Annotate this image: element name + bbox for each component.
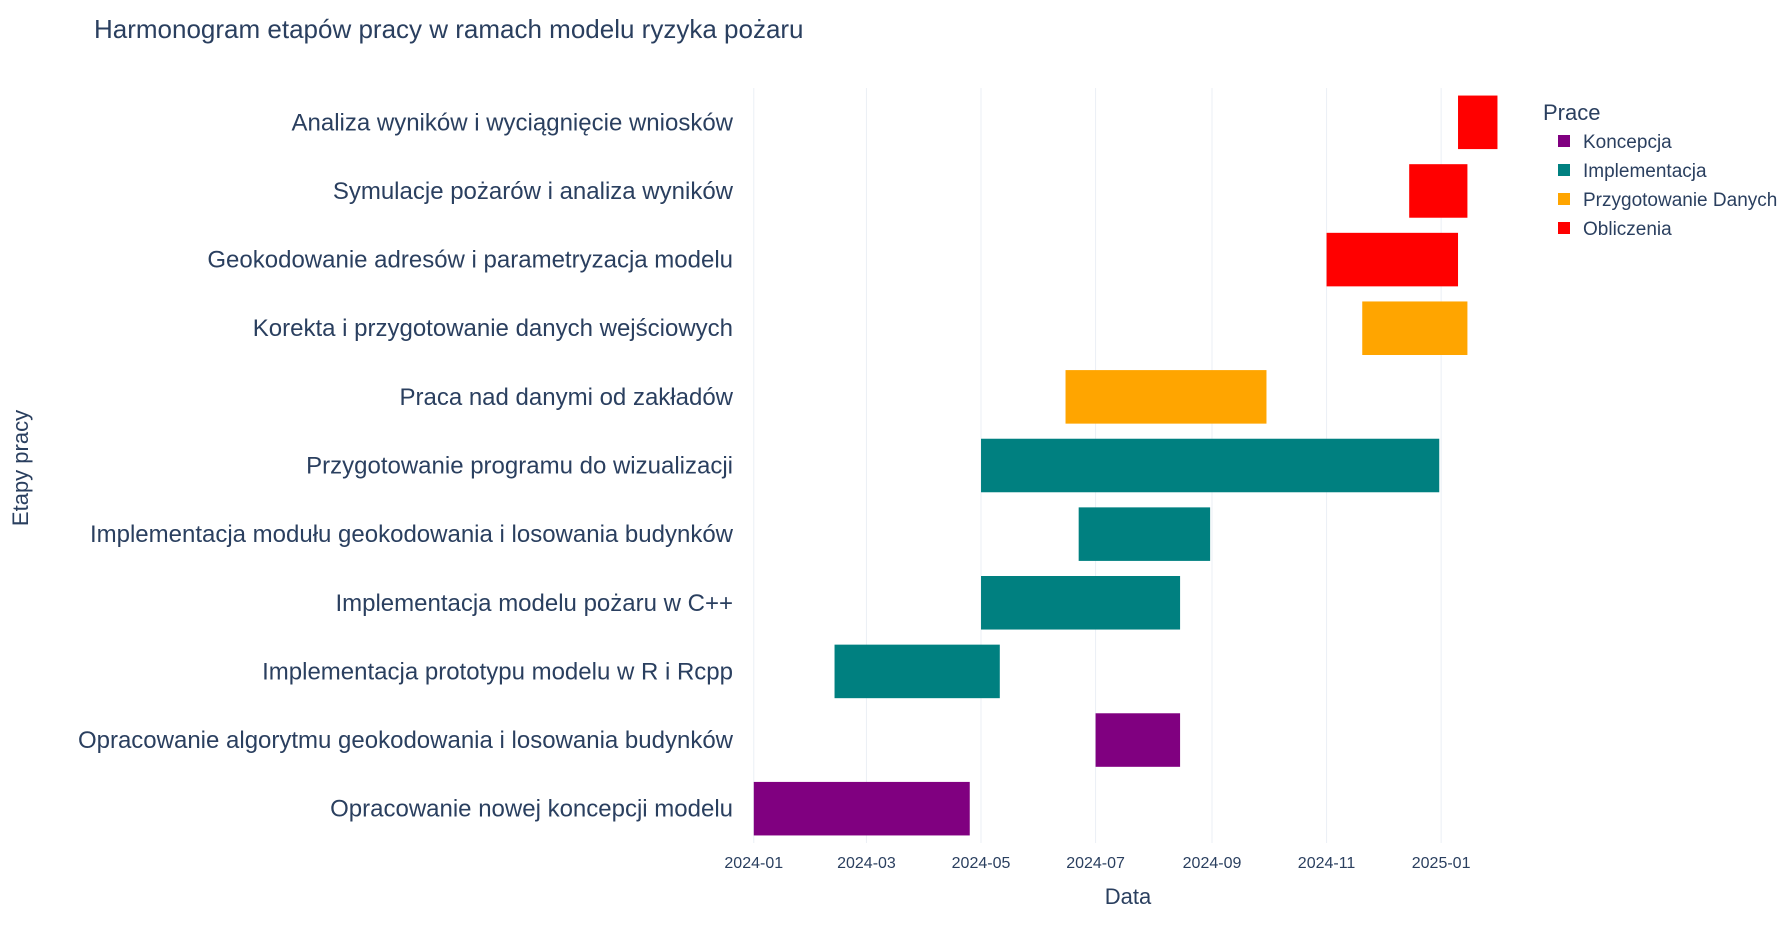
gantt-bar: [1326, 232, 1459, 287]
legend-items: Koncepcja Implementacja Przygotowanie Dany…: [1558, 132, 1777, 240]
y-tick-label: Opracowanie nowej koncepcji modelu: [330, 796, 733, 823]
gantt-bar: [1409, 164, 1468, 218]
y-tick-label: Opracowanie algorytmu geokodowania i los…: [78, 727, 734, 754]
gantt-bar: [753, 781, 970, 836]
y-tick-label: Analiza wyników i wyciągnięcie wniosków: [291, 109, 733, 136]
y-axis-title: Etapy pracy: [8, 410, 33, 526]
gantt-bar: [981, 438, 1440, 493]
gantt-bar: [1458, 95, 1498, 150]
x-tick-label: 2024-01: [724, 855, 783, 872]
gantt-bar: [834, 644, 1000, 699]
y-tick-label: Symulacje pożarów i analiza wyników: [333, 178, 734, 205]
gantt-bar: [1095, 713, 1181, 767]
legend: Prace Koncepcja Implementacja Przygotowani…: [1543, 100, 1777, 240]
legend-label: Implementacja: [1583, 161, 1707, 182]
y-tick-label: Przygotowanie programu do wizualizacji: [306, 453, 733, 480]
chart-title: Harmonogram etapów pracy w ramach modelu…: [94, 14, 804, 44]
legend-swatch: [1558, 193, 1570, 205]
gantt-bar: [981, 576, 1181, 630]
x-tick-label: 2024-09: [1183, 855, 1242, 872]
gantt-bar: [1065, 370, 1267, 424]
legend-label: Przygotowanie Danych: [1583, 190, 1777, 211]
gantt-bar: [1078, 507, 1211, 561]
y-tick-label: Implementacja modułu geokodowania i loso…: [90, 521, 734, 548]
x-tick-label: 2024-07: [1066, 855, 1125, 872]
y-tick-label: Korekta i przygotowanie danych wejściowy…: [253, 315, 733, 342]
y-tick-label: Implementacja modelu pożaru w C++: [335, 590, 733, 617]
x-tick-label: 2024-11: [1298, 855, 1356, 872]
x-tick-layer: 2024-01 2024-03 2024-05 2024-07 2024-09 2024-…: [724, 855, 1470, 872]
y-tick-label: Implementacja prototypu modelu w R i Rcp…: [262, 658, 733, 685]
x-tick-label: 2024-05: [952, 855, 1011, 872]
legend-swatch: [1558, 135, 1570, 147]
legend-label: Koncepcja: [1583, 132, 1672, 153]
legend-swatch: [1558, 222, 1570, 234]
x-tick-label: 2025-01: [1412, 855, 1471, 872]
y-tick-label: Geokodowanie adresów i parametryzacja mo…: [207, 247, 733, 274]
gantt-bar: [1362, 301, 1468, 355]
x-axis-title: Data: [1105, 884, 1152, 909]
legend-swatch: [1558, 164, 1570, 176]
bar-layer: [753, 95, 1498, 836]
y-tick-layer: Analiza wyników i wyciągnięcie wniosków S…: [78, 109, 734, 822]
legend-label: Obliczenia: [1583, 219, 1672, 240]
x-tick-label: 2024-03: [837, 855, 896, 872]
legend-title: Prace: [1543, 100, 1600, 125]
y-tick-label: Praca nad danymi od zakładów: [399, 384, 733, 411]
